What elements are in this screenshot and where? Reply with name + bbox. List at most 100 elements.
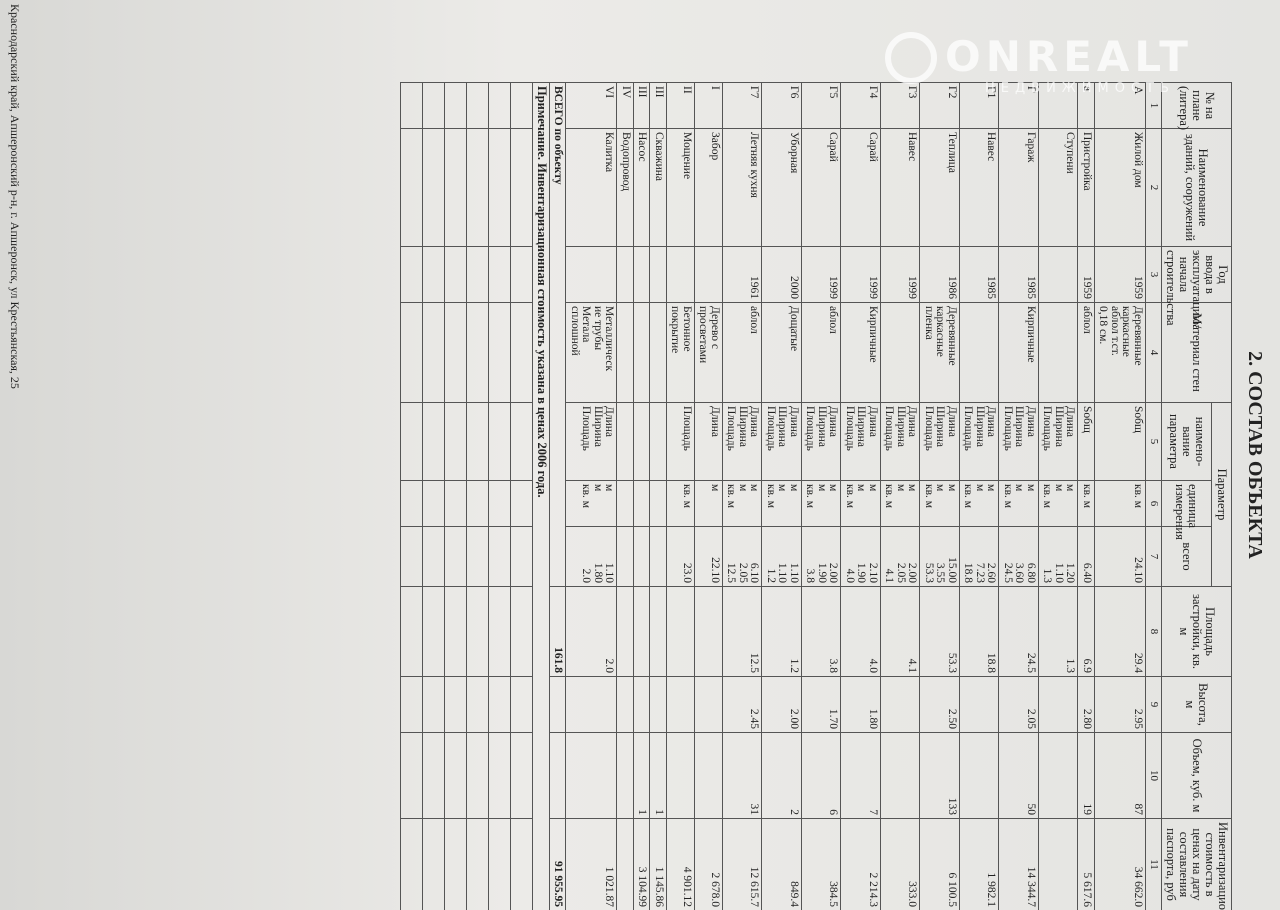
cell-line: Мощение <box>681 132 693 180</box>
cell-line: Кирпичные <box>1025 306 1037 363</box>
cell-line: 19 <box>1081 803 1093 816</box>
column-number: 9 <box>1145 676 1162 733</box>
cell-line: 53.3 <box>946 652 958 674</box>
table-cell <box>489 818 511 910</box>
cell-line: 6.80 <box>1025 562 1037 584</box>
table-cell <box>467 818 489 910</box>
cell-line: Теплица <box>946 132 958 173</box>
cell-line: 333.0 <box>906 881 919 908</box>
table-cell <box>633 526 650 587</box>
cell-line: м <box>934 484 947 492</box>
cell-line: 384.5 <box>827 881 840 908</box>
table-cell <box>694 676 723 733</box>
table-cell: Теплица <box>920 128 960 247</box>
cell-line: Калитка <box>603 132 616 173</box>
table-cell <box>401 676 423 733</box>
table-cell: Sобщ <box>1078 402 1095 481</box>
cell-line: аблол <box>827 306 840 334</box>
table-cell: 1 <box>650 732 667 819</box>
table-cell: м м кв. м <box>801 480 841 527</box>
table-cell: Длина <box>694 402 723 481</box>
table-row: Г1 Навес 1985 Длина Ширина Площадь м м кв. м 2.60… <box>959 82 999 910</box>
table-cell: 87 <box>1094 732 1146 819</box>
table-cell <box>423 128 445 247</box>
cell-line: Длина <box>603 406 616 437</box>
table-cell: 2.10 1.90 4.0 <box>841 526 881 587</box>
table-cell: 2.60 7.23 18.8 <box>959 526 999 587</box>
table-cell: Г6 <box>762 82 802 129</box>
cell-line: м <box>1064 484 1077 492</box>
cell-line: кв. м <box>725 484 738 509</box>
table-cell <box>401 526 423 587</box>
blank-row <box>489 82 511 910</box>
column-number: 10 <box>1145 732 1162 819</box>
table-cell: 4.1 <box>880 586 920 677</box>
cell-line: Длина <box>1025 406 1037 437</box>
table-cell: Деревянные каркасные пленка <box>920 302 960 403</box>
cell-line: Площадь <box>844 406 856 451</box>
table-cell <box>423 526 445 587</box>
table-cell <box>633 246 650 303</box>
table-cell: м м кв. м <box>999 480 1039 527</box>
cell-line: 6.10 <box>748 562 761 584</box>
cell-line: 1.10 <box>1053 562 1065 584</box>
cell-line: 31 <box>748 803 761 816</box>
cell-line: 4 901.12 <box>681 866 693 908</box>
cell-line: м <box>1053 484 1065 492</box>
table-cell: м м кв. м <box>762 480 802 527</box>
table-cell <box>401 402 423 481</box>
cell-line: Площадь <box>804 406 817 451</box>
cell-line: Деревянные <box>1132 306 1144 366</box>
cell-line: I <box>709 86 721 90</box>
table-cell <box>617 402 634 481</box>
table-cell: Забор <box>694 128 723 247</box>
table-cell: 2000 <box>762 246 802 303</box>
cell-line: 12.5 <box>748 652 761 674</box>
table-cell <box>423 818 445 910</box>
table-cell <box>959 732 999 819</box>
table-cell <box>445 586 467 677</box>
table-cell: 24.10 <box>1094 526 1146 587</box>
table-cell: 3.8 <box>801 586 841 677</box>
table-cell: 2.50 <box>920 676 960 733</box>
table-cell <box>511 246 533 303</box>
table-cell: 1.20 1.10 1.3 <box>1038 526 1078 587</box>
cell-line: 29.4 <box>1132 652 1144 674</box>
column-header: Объем, куб. м <box>1161 732 1232 819</box>
cell-line: Sобщ <box>1132 406 1144 433</box>
cell-line: кв. м <box>765 484 777 509</box>
cell-line: Навес <box>985 132 998 162</box>
table-cell: м м кв. м <box>566 480 617 527</box>
cell-line: Гараж <box>1025 132 1037 163</box>
table-row: Г7 Летняя кухня 1961 аблол Длина Ширина Площад… <box>722 82 762 910</box>
table-cell: 1999 <box>880 246 920 303</box>
table-cell <box>650 302 667 403</box>
cell-line: 7 <box>867 809 879 816</box>
cell-line: 1.80 <box>592 562 604 584</box>
cell-line: Пристройка <box>1081 132 1093 191</box>
cell-line: аблол т.ст. <box>1109 306 1121 356</box>
cell-line: 5 617.6 <box>1081 872 1093 908</box>
cell-line: Летняя кухня <box>748 132 761 198</box>
table-cell: 2.0 <box>566 586 617 677</box>
cell-line: 3 104.99 <box>636 866 649 908</box>
cell-line: Длина <box>1064 406 1077 437</box>
table-cell <box>511 302 533 403</box>
table-cell <box>566 246 617 303</box>
cell-line: просветами <box>697 306 710 364</box>
table-cell: 849.4 <box>762 818 802 910</box>
cell-line: Длина <box>946 406 958 437</box>
header-row: № на плане (литера) Наименование зданий, … <box>1161 82 1232 910</box>
cell-line: Ширина <box>816 406 828 447</box>
table-cell <box>511 818 533 910</box>
table-cell: м м кв. м <box>841 480 881 527</box>
table-cell: кв. м <box>1094 480 1146 527</box>
cell-line: Площадь <box>883 406 896 451</box>
table-cell <box>489 586 511 677</box>
table-cell: Металлическ ие трубы Метала сплошной <box>566 302 617 403</box>
cell-line: м <box>867 484 879 492</box>
cell-line: 1.80 <box>867 708 879 730</box>
cell-line: аблол <box>1081 306 1093 334</box>
table-cell: 15.00 3.55 53.3 <box>920 526 960 587</box>
table-row: А Жилой дом 1959 Деревянные каркасные аблол т… <box>1094 82 1146 910</box>
